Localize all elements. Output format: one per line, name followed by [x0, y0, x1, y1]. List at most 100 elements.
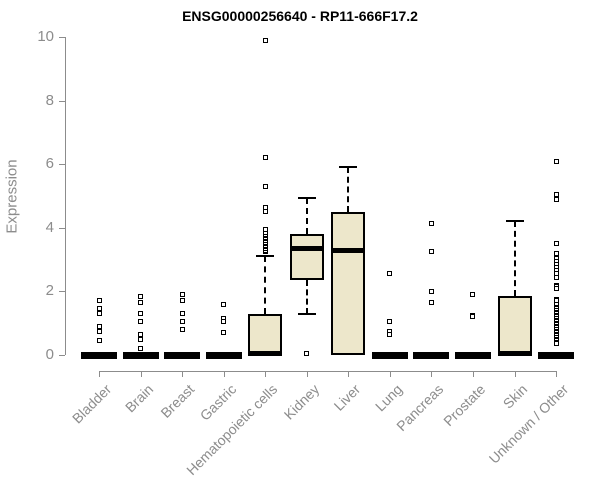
- outlier-point: [96, 328, 102, 334]
- collapsed-box-bar: [81, 352, 117, 359]
- outlier-point: [138, 311, 144, 317]
- y-tick-mark: [59, 355, 65, 356]
- x-tick-mark: [514, 371, 516, 377]
- x-axis-line: [99, 371, 557, 372]
- outlier-point: [262, 183, 268, 189]
- chart-title: ENSG00000256640 - RP11-666F17.2: [182, 8, 418, 24]
- upper-whisker-cap: [256, 255, 275, 258]
- outlier-point: [138, 331, 144, 337]
- x-tick-mark: [389, 371, 391, 377]
- upper-whisker-cap: [505, 220, 524, 223]
- outlier-point: [470, 292, 476, 298]
- collapsed-box-bar: [454, 352, 491, 359]
- outlier-point: [262, 155, 268, 161]
- median-line: [248, 350, 283, 356]
- outlier-point: [179, 319, 185, 325]
- x-tick-mark: [431, 371, 433, 377]
- outlier-point: [221, 330, 227, 336]
- collapsed-box-bar: [371, 352, 408, 359]
- y-tick-label: 4: [45, 218, 54, 236]
- outlier-point: [138, 319, 144, 325]
- lower-whisker-cap: [297, 312, 316, 315]
- upper-whisker-stem: [513, 221, 516, 297]
- upper-whisker-stem: [305, 197, 308, 235]
- outlier-point: [470, 314, 476, 320]
- outlier-point: [221, 301, 227, 307]
- collapsed-box-bar: [413, 352, 450, 359]
- outlier-point: [553, 191, 559, 197]
- x-category-label: Liver: [330, 381, 364, 414]
- outlier-point: [553, 274, 559, 280]
- median-line: [331, 247, 366, 253]
- outlier-point: [428, 288, 434, 294]
- median-line: [497, 350, 532, 356]
- x-category-label: Lung: [371, 381, 406, 415]
- outlier-point: [428, 249, 434, 255]
- collapsed-box-bar: [122, 352, 159, 359]
- upper-whisker-cap: [339, 166, 358, 169]
- outlier-point: [96, 323, 102, 329]
- x-tick-mark: [223, 371, 225, 377]
- outlier-point: [179, 311, 185, 317]
- collapsed-box-bar: [538, 352, 575, 359]
- x-category-label: Brain: [121, 381, 156, 416]
- x-tick-mark: [472, 371, 474, 377]
- outlier-point: [428, 300, 434, 306]
- y-tick-label: 8: [45, 91, 54, 109]
- outlier-point: [387, 331, 393, 337]
- outlier-point: [179, 292, 185, 298]
- y-tick-label: 10: [37, 28, 54, 45]
- upper-whisker-stem: [264, 256, 267, 314]
- x-tick-mark: [140, 371, 142, 377]
- lower-whisker-stem: [305, 280, 308, 314]
- outlier-point: [138, 300, 144, 306]
- outlier-point: [387, 271, 393, 277]
- outlier-point: [179, 327, 185, 333]
- outlier-point: [553, 241, 559, 247]
- y-axis-line: [65, 37, 66, 355]
- outlier-point: [262, 209, 268, 215]
- outlier-point: [553, 196, 559, 202]
- outlier-point: [221, 319, 227, 325]
- box-body: [497, 296, 532, 355]
- upper-whisker-stem: [347, 167, 350, 212]
- x-tick-mark: [306, 371, 308, 377]
- outlier-point: [262, 226, 268, 232]
- x-tick-mark: [182, 371, 184, 377]
- x-tick-mark: [99, 371, 100, 377]
- y-tick-mark: [59, 100, 65, 102]
- outlier-point: [553, 341, 559, 347]
- outlier-point: [138, 293, 144, 299]
- outlier-point: [553, 285, 559, 291]
- outlier-point: [387, 319, 393, 325]
- outlier-point: [304, 350, 310, 356]
- y-tick-mark: [59, 164, 65, 166]
- outlier-point: [96, 298, 102, 304]
- outlier-point: [262, 204, 268, 210]
- outlier-point: [96, 338, 102, 344]
- box-body: [248, 313, 283, 355]
- box-body: [331, 211, 366, 355]
- y-tick-mark: [59, 37, 65, 38]
- y-tick-label: 0: [45, 346, 54, 363]
- outlier-point: [138, 336, 144, 342]
- y-tick-label: 2: [45, 282, 54, 300]
- x-category-label: Kidney: [280, 381, 323, 423]
- x-category-label: Skin: [499, 381, 530, 412]
- x-tick-mark: [348, 371, 350, 377]
- collapsed-box-bar: [205, 352, 242, 359]
- y-axis-title: Expression: [3, 159, 21, 234]
- outlier-point: [262, 37, 268, 43]
- x-category-label: Breast: [157, 381, 198, 421]
- x-tick-mark: [265, 371, 267, 377]
- upper-whisker-cap: [297, 196, 316, 199]
- x-tick-mark: [556, 371, 558, 377]
- outlier-point: [138, 346, 144, 352]
- outlier-point: [96, 311, 102, 317]
- y-tick-label: 6: [45, 155, 54, 173]
- collapsed-box-bar: [164, 352, 201, 359]
- outlier-point: [428, 220, 434, 226]
- outlier-point: [96, 306, 102, 312]
- y-tick-mark: [59, 227, 65, 229]
